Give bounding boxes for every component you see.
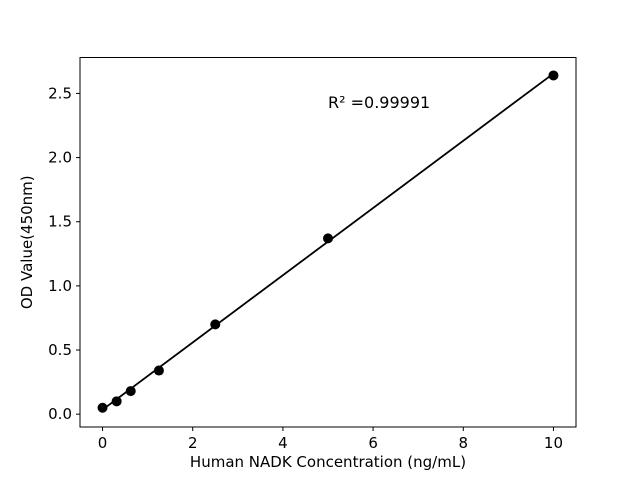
y-axis-label: OD Value(450nm) [18,175,36,309]
plot-border [79,57,577,428]
data-point [97,402,108,413]
x-tick-label: 10 [544,434,563,452]
x-tick-label: 0 [98,434,108,452]
y-tick-label: 0.5 [48,341,72,359]
data-point [210,319,221,330]
x-tick-label: 4 [278,434,288,452]
data-point [323,233,333,244]
r-squared-annotation: R² =0.99991 [328,93,430,112]
y-tick-label: 1.0 [48,277,72,295]
data-point [125,386,136,397]
x-tick-label: 2 [188,434,198,452]
data-point [111,396,122,407]
y-tick-label: 0.0 [48,405,72,423]
x-tick-label: 8 [458,434,468,452]
data-point [153,365,164,376]
y-tick-label: 1.5 [48,213,72,231]
y-tick-label: 2.5 [48,84,72,102]
x-axis-label: Human NADK Concentration (ng/mL) [190,453,466,471]
y-tick-label: 2.0 [48,149,72,167]
x-tick-label: 6 [368,434,378,452]
data-point [548,70,559,81]
